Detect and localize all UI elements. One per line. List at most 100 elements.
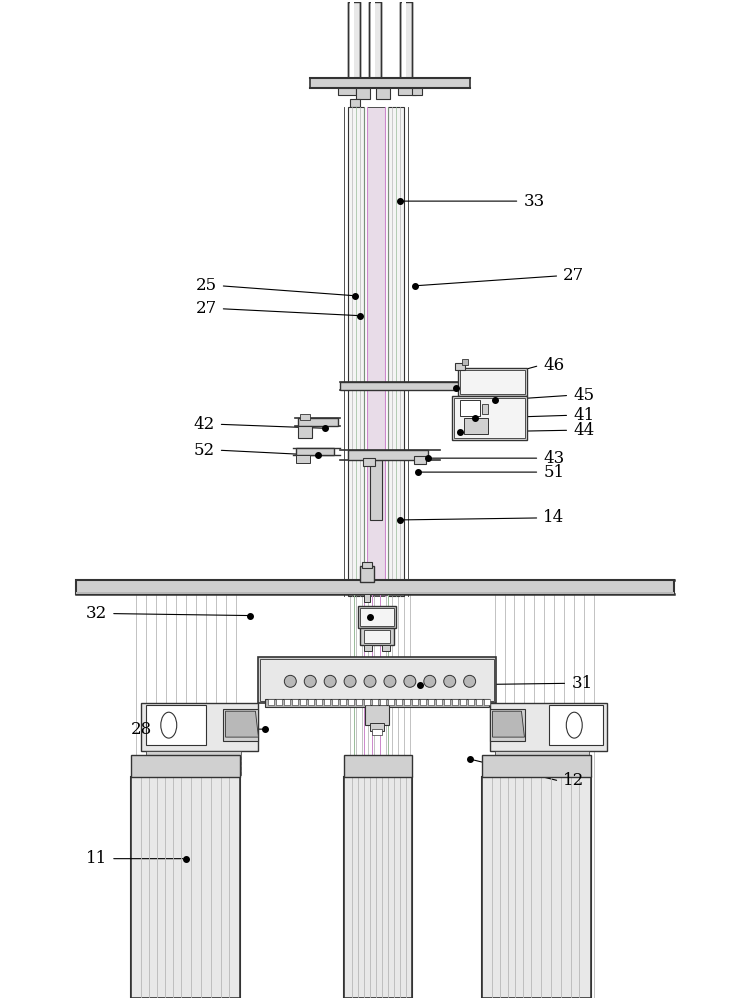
Text: 41: 41	[573, 407, 595, 424]
Bar	[76, 580, 674, 594]
Bar	[308, 699, 314, 705]
Bar	[296, 448, 334, 455]
Bar	[260, 659, 494, 701]
Bar	[476, 699, 482, 705]
Bar	[332, 699, 338, 705]
Bar	[338, 88, 356, 95]
Bar	[131, 777, 241, 998]
Bar	[276, 699, 282, 705]
Bar	[444, 699, 450, 705]
Bar	[146, 761, 241, 765]
Bar	[358, 606, 396, 628]
Bar	[350, 2, 354, 80]
Ellipse shape	[566, 712, 582, 738]
Bar	[494, 771, 590, 775]
Bar	[360, 628, 394, 645]
Bar	[372, 699, 378, 705]
Circle shape	[364, 675, 376, 687]
Text: 46: 46	[543, 357, 565, 374]
Bar	[454, 363, 465, 370]
Bar	[462, 359, 468, 365]
Circle shape	[284, 675, 296, 687]
Bar	[482, 755, 591, 777]
Bar	[402, 2, 406, 80]
Bar	[398, 88, 416, 95]
Bar	[427, 699, 433, 705]
Bar	[400, 2, 412, 80]
Bar	[316, 699, 322, 705]
Text: 31: 31	[572, 675, 592, 692]
Bar	[376, 88, 390, 99]
Bar	[452, 699, 458, 705]
Text: 52: 52	[194, 442, 214, 459]
Bar	[464, 418, 488, 434]
Circle shape	[464, 675, 476, 687]
Bar	[494, 756, 590, 760]
Bar	[259, 657, 496, 703]
Bar	[340, 382, 470, 390]
Bar	[356, 699, 362, 705]
Bar	[482, 404, 488, 414]
Bar	[364, 645, 372, 651]
Bar	[298, 426, 312, 438]
Bar	[452, 396, 527, 440]
Bar	[549, 705, 603, 745]
Bar	[380, 699, 386, 705]
Bar	[131, 755, 241, 777]
Bar	[414, 456, 426, 464]
Bar	[146, 751, 241, 755]
Bar	[468, 699, 474, 705]
Bar	[372, 729, 382, 735]
Bar	[146, 771, 241, 775]
Bar	[141, 703, 259, 751]
Bar	[298, 418, 338, 426]
Bar	[388, 699, 394, 705]
Circle shape	[424, 675, 436, 687]
Text: 51: 51	[543, 464, 565, 481]
Text: 44: 44	[573, 422, 595, 439]
Bar	[458, 368, 527, 396]
Bar	[348, 450, 427, 460]
Text: 11: 11	[86, 850, 107, 867]
Bar	[300, 414, 310, 420]
Bar	[490, 709, 526, 741]
Bar	[420, 699, 426, 705]
Text: 32: 32	[86, 605, 107, 622]
Circle shape	[344, 675, 356, 687]
Bar	[266, 699, 488, 707]
Bar	[460, 699, 466, 705]
Bar	[494, 766, 590, 770]
Bar	[396, 699, 402, 705]
Bar	[146, 766, 241, 770]
Text: 14: 14	[543, 509, 565, 526]
Bar	[344, 777, 412, 998]
Bar	[363, 458, 375, 466]
Bar	[76, 592, 674, 594]
Text: 43: 43	[543, 450, 565, 467]
Circle shape	[444, 675, 456, 687]
Bar	[364, 630, 390, 643]
Bar	[348, 107, 364, 596]
Bar	[369, 2, 381, 80]
Bar	[460, 400, 479, 416]
Bar	[460, 370, 526, 394]
Bar	[348, 2, 360, 80]
Text: 27: 27	[195, 300, 217, 317]
Bar	[367, 107, 385, 596]
Bar	[382, 645, 390, 651]
Bar	[484, 699, 490, 705]
Bar	[292, 699, 298, 705]
Circle shape	[384, 675, 396, 687]
Text: 27: 27	[563, 267, 584, 284]
Circle shape	[324, 675, 336, 687]
Bar	[340, 699, 346, 705]
Bar	[454, 398, 526, 438]
Bar	[365, 705, 389, 725]
Bar	[360, 566, 374, 582]
Ellipse shape	[160, 712, 177, 738]
Bar	[436, 699, 442, 705]
Bar	[310, 78, 470, 88]
Bar	[356, 88, 370, 99]
Bar	[370, 723, 384, 731]
Bar	[350, 99, 360, 107]
